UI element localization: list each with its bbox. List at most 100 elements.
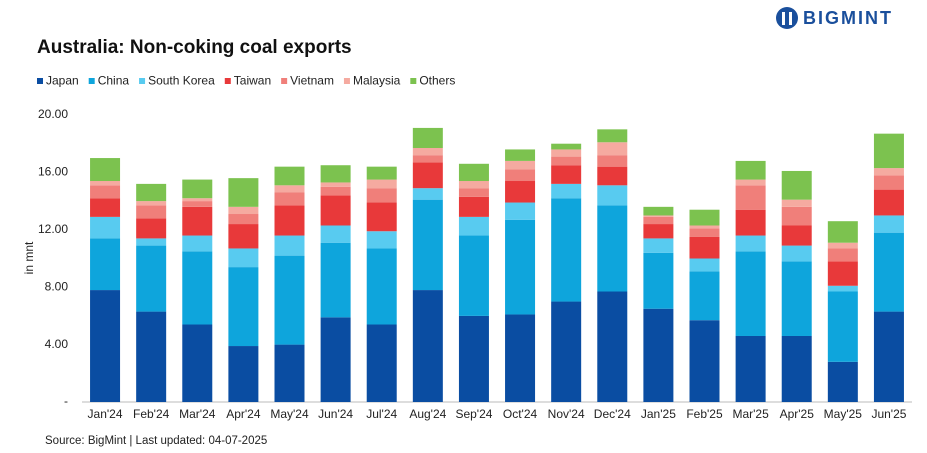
x-tick-label: Oct'24	[503, 407, 538, 421]
y-axis-label: in mnt	[22, 241, 36, 274]
bar-segment	[182, 324, 213, 402]
bar-segment	[136, 238, 167, 246]
bar-segment	[320, 225, 351, 243]
bar-segment	[412, 290, 443, 402]
bar-segment	[505, 219, 536, 315]
bar-segment	[597, 142, 628, 156]
legend-swatch	[224, 78, 231, 84]
bar-segment	[781, 206, 812, 226]
legend-swatch	[139, 78, 146, 84]
bar-segment	[551, 165, 582, 184]
bar-segment	[228, 214, 259, 225]
bar-segment	[551, 143, 582, 150]
bar-segment	[643, 215, 674, 217]
bar-segment	[689, 209, 720, 226]
bar-segment	[412, 127, 443, 149]
bar-segment	[136, 201, 167, 206]
bar-segment	[412, 162, 443, 189]
bar-segment	[182, 198, 213, 202]
x-tick-label: Feb'24	[133, 407, 170, 421]
bar-segment	[320, 195, 351, 226]
bar-segment	[320, 165, 351, 183]
bar-segment	[873, 311, 904, 402]
bar-segment	[643, 206, 674, 216]
bar-segment	[551, 156, 582, 166]
legend-label: Japan	[46, 74, 79, 88]
bar-segment	[735, 251, 766, 336]
bar-segment	[458, 315, 489, 402]
x-tick-label: May'25	[824, 407, 863, 421]
bar-segment	[366, 202, 397, 232]
source: Source: BigMint | Last updated: 04-07-20…	[45, 435, 267, 447]
bar-segment	[643, 216, 674, 225]
bar-segment	[505, 160, 536, 170]
bar-segment	[643, 238, 674, 253]
bar-segment	[274, 192, 305, 206]
legend-label: South Korea	[148, 74, 215, 88]
bar-segment	[643, 224, 674, 239]
bar-segment	[228, 206, 259, 215]
bar-segment	[781, 335, 812, 402]
bar-segment	[873, 215, 904, 233]
bar-segment	[597, 185, 628, 206]
bar-segment	[827, 221, 858, 243]
bar-segment	[228, 178, 259, 207]
bar-segment	[458, 181, 489, 189]
bar-segment	[597, 205, 628, 292]
x-tick-label: Feb'25	[686, 407, 723, 421]
bar-segment	[505, 181, 536, 203]
bar-segment	[827, 291, 858, 362]
bar-segment	[781, 225, 812, 246]
bar-segment	[551, 301, 582, 402]
x-tick-label: Sep'24	[455, 407, 492, 421]
bar-segment	[182, 251, 213, 325]
bar-segment	[366, 324, 397, 402]
bar-segment	[689, 320, 720, 402]
bar-segment	[827, 248, 858, 262]
bar-segment	[274, 255, 305, 345]
bar-segment	[643, 252, 674, 309]
bar-segment	[90, 238, 121, 291]
bar-segment	[827, 261, 858, 286]
x-tick-label: Jun'25	[871, 407, 906, 421]
legend-label: China	[98, 74, 130, 88]
x-tick-label: Apr'25	[780, 407, 815, 421]
bar-segment	[689, 258, 720, 272]
y-tick-label: 8.00	[45, 279, 69, 293]
bar-segment	[458, 196, 489, 217]
bar-segment	[366, 188, 397, 203]
x-tick-label: Jun'24	[318, 407, 353, 421]
brand: BIGMINT	[803, 8, 893, 28]
bar-segment	[505, 202, 536, 220]
bar-segment	[551, 183, 582, 199]
bar-segment	[320, 242, 351, 318]
bar-segment	[873, 189, 904, 216]
legend-swatch	[88, 78, 95, 84]
bar-segment	[274, 185, 305, 193]
legend-label: Others	[419, 74, 455, 88]
bar-segment	[873, 168, 904, 176]
bar-segment	[320, 182, 351, 187]
logo-icon-part	[782, 12, 785, 25]
bar-segment	[412, 155, 443, 163]
x-tick-label: Aug'24	[409, 407, 446, 421]
bar-segment	[735, 179, 766, 186]
bar-segment	[366, 179, 397, 189]
y-tick-label: 16.00	[38, 165, 68, 179]
bar-segment	[366, 166, 397, 180]
bar-segment	[873, 175, 904, 190]
bar-segment	[597, 129, 628, 143]
bar-segment	[136, 245, 167, 312]
legend-label: Vietnam	[290, 74, 334, 88]
y-tick-label: -	[64, 394, 68, 408]
y-tick-label: 20.00	[38, 107, 68, 121]
bar-segment	[320, 186, 351, 196]
x-tick-label: Mar'25	[732, 407, 769, 421]
x-tick-label: Jan'25	[641, 407, 676, 421]
legend-swatch	[410, 78, 417, 84]
bar-segment	[689, 228, 720, 237]
bar-segment	[689, 271, 720, 321]
x-tick-label: Jan'24	[88, 407, 123, 421]
legend-label: Malaysia	[353, 74, 401, 88]
